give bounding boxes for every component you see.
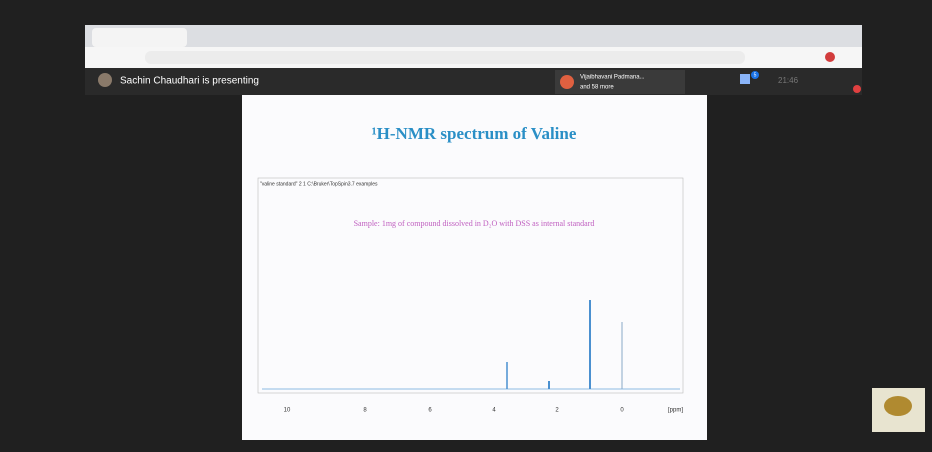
chat-icon[interactable] <box>740 74 750 84</box>
presenter-banner: Sachin Chaudhari is presenting <box>120 76 259 87</box>
plot-header: "valine standard" 2 1 C:\Bruker\TopSpin3… <box>260 181 378 187</box>
x-tick-label: 10 <box>284 408 291 414</box>
participant-name: Vijaibhavani Padmana... <box>580 75 645 81</box>
presenter-avatar <box>98 73 112 87</box>
tab[interactable] <box>92 28 187 47</box>
participant-avatar <box>560 75 574 89</box>
participant-more: and 58 more <box>580 85 614 91</box>
slide-title: ¹H-NMR spectrum of Valine <box>372 124 577 143</box>
chat-badge: 5 <box>754 72 757 78</box>
x-unit: [ppm] <box>668 408 683 414</box>
profile-icon[interactable] <box>825 52 835 62</box>
url-field[interactable] <box>145 51 745 64</box>
slide <box>242 95 707 440</box>
sample-note: Sample: 1mg of compound dissolved in D₂O… <box>354 219 595 228</box>
clock: 21:46 <box>778 76 799 85</box>
tab-strip <box>85 25 862 47</box>
logo <box>884 396 912 416</box>
notification-dot <box>853 85 861 93</box>
screen: Sachin Chaudhari is presenting Vijaibhav… <box>0 0 932 452</box>
